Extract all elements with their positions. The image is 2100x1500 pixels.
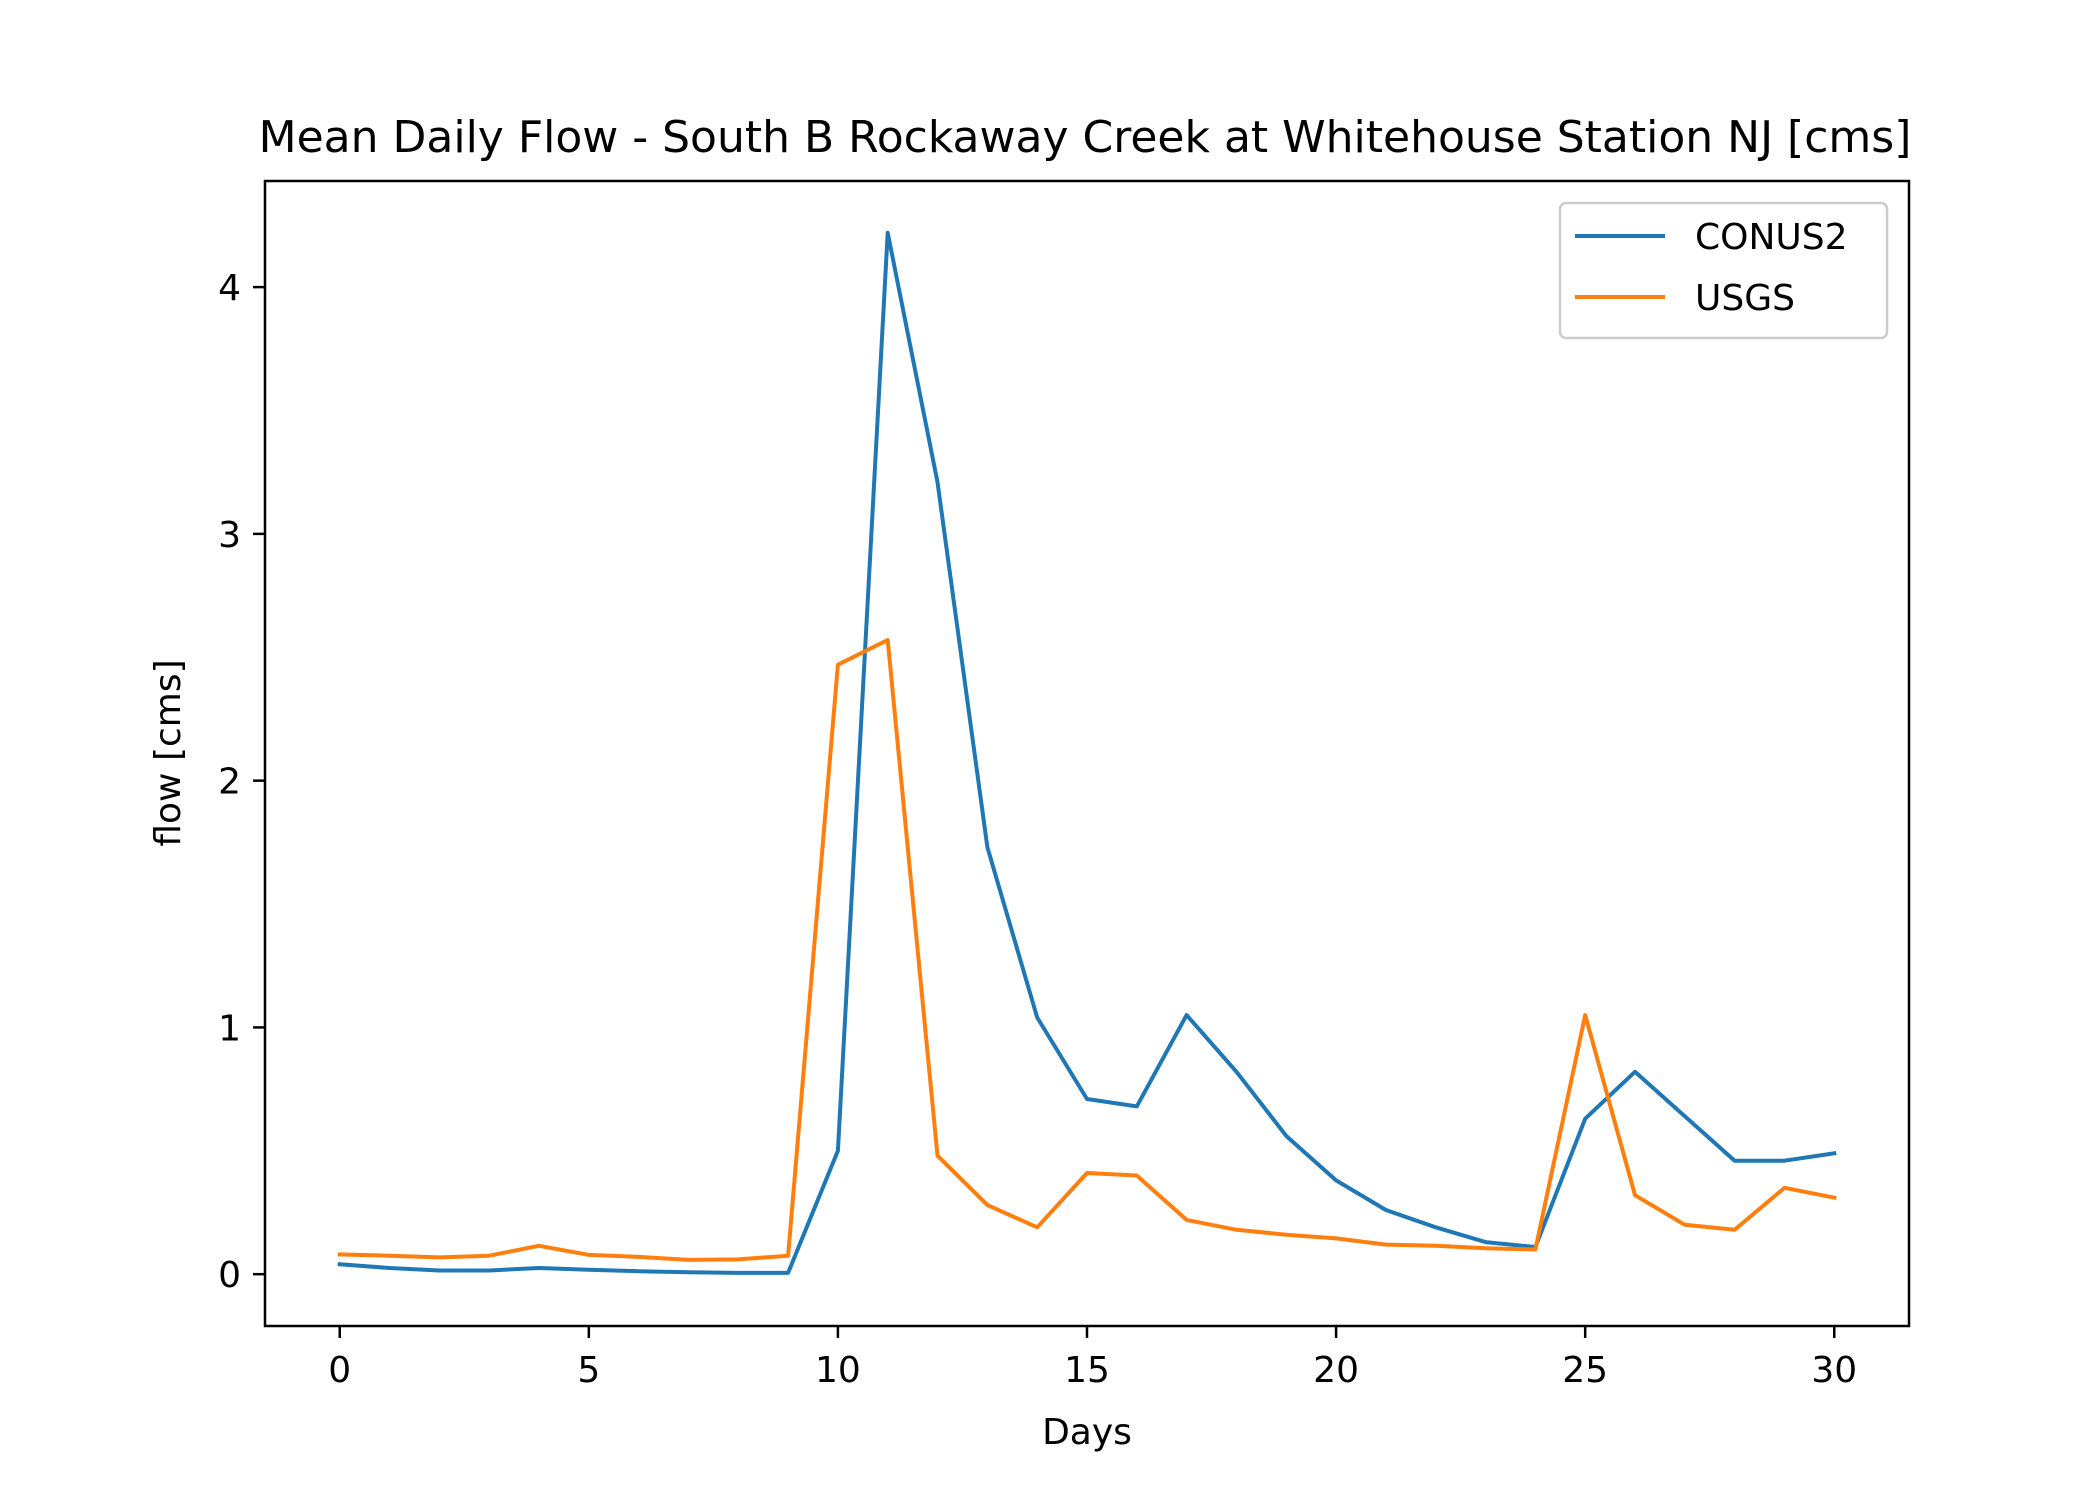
y-tick-label: 2 [218, 762, 241, 803]
y-tick-label: 3 [218, 515, 241, 556]
legend-label-conus2: CONUS2 [1695, 217, 1848, 258]
y-tick-label: 0 [218, 1255, 241, 1296]
x-axis-label: Days [1042, 1412, 1132, 1453]
x-tick-label: 20 [1313, 1350, 1359, 1391]
x-tick-label: 15 [1064, 1350, 1110, 1391]
chart-title: Mean Daily Flow - South B Rockaway Creek… [259, 112, 1912, 163]
y-axis: 0 1 2 3 4 [218, 268, 265, 1296]
x-axis: 0 5 10 15 20 25 30 [328, 1326, 1857, 1391]
series-layer [337, 230, 1837, 1275]
y-tick-label: 4 [218, 268, 241, 309]
series-line-usgs [337, 638, 1837, 1262]
x-tick-label: 30 [1811, 1350, 1857, 1391]
y-axis-label: flow [cms] [148, 659, 189, 846]
plot-frame [263, 179, 1911, 1328]
legend-label-usgs: USGS [1695, 278, 1795, 319]
x-tick-label: 10 [815, 1350, 861, 1391]
y-tick-label: 1 [218, 1008, 241, 1049]
x-tick-label: 5 [577, 1350, 600, 1391]
legend: CONUS2 USGS [1558, 201, 1889, 340]
x-tick-label: 25 [1562, 1350, 1608, 1391]
x-tick-label: 0 [328, 1350, 351, 1391]
series-line-conus2 [337, 230, 1837, 1275]
